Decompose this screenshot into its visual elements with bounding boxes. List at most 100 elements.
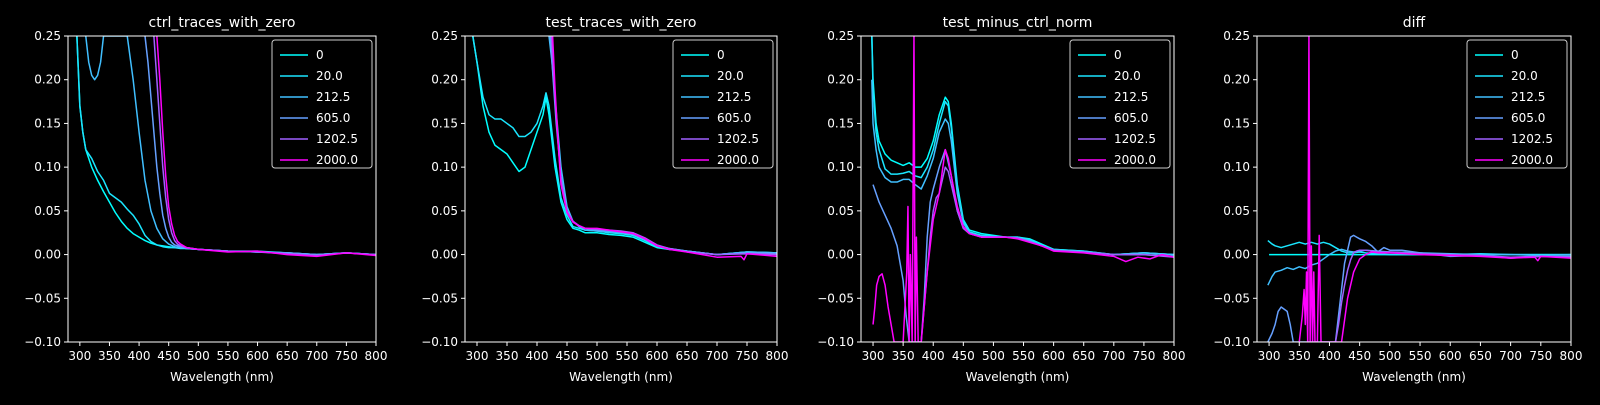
x-tick-label: 350 bbox=[1288, 349, 1311, 363]
legend-entry: 1202.5 bbox=[316, 132, 358, 146]
chart-title: diff bbox=[1403, 15, 1426, 31]
axes-frame bbox=[860, 35, 1175, 343]
y-tick-label: −0.10 bbox=[1213, 335, 1250, 349]
x-axis-label: Wavelength (nm) bbox=[170, 370, 274, 384]
y-tick-label: 0.05 bbox=[431, 204, 458, 218]
x-tick-label: 600 bbox=[1042, 349, 1065, 363]
series-line-1202-5 bbox=[1334, 249, 1571, 342]
y-tick-label: 0.05 bbox=[827, 204, 854, 218]
legend-entry: 2000.0 bbox=[316, 153, 358, 167]
x-tick-label: 800 bbox=[365, 349, 388, 363]
series-line-20-0 bbox=[871, 36, 1174, 256]
x-tick-label: 450 bbox=[157, 349, 180, 363]
x-tick-label: 350 bbox=[892, 349, 915, 363]
x-tick-label: 350 bbox=[496, 349, 519, 363]
legend-entry: 0 bbox=[1114, 48, 1122, 62]
y-tick-label: −0.10 bbox=[421, 335, 458, 349]
y-tick-label: 0.25 bbox=[827, 29, 854, 43]
legend-entry: 20.0 bbox=[717, 69, 744, 83]
x-tick-label: 300 bbox=[862, 349, 885, 363]
chart-title: test_minus_ctrl_norm bbox=[943, 15, 1093, 31]
legend-entry: 0 bbox=[1511, 48, 1519, 62]
x-axis-label: Wavelength (nm) bbox=[1362, 370, 1466, 384]
x-tick-label: 450 bbox=[952, 349, 975, 363]
y-tick-label: 0.20 bbox=[34, 73, 61, 87]
x-tick-label: 300 bbox=[68, 349, 91, 363]
x-tick-label: 800 bbox=[766, 349, 789, 363]
x-tick-label: 550 bbox=[616, 349, 639, 363]
axes-frame bbox=[464, 35, 778, 343]
series-group bbox=[472, 36, 777, 261]
legend-entry: 212.5 bbox=[1511, 90, 1545, 104]
x-tick-label: 750 bbox=[1132, 349, 1155, 363]
x-tick-label: 400 bbox=[922, 349, 945, 363]
series-line-0 bbox=[472, 36, 777, 256]
axes-frame bbox=[67, 35, 377, 343]
y-tick-label: 0.00 bbox=[431, 248, 458, 262]
x-tick-label: 750 bbox=[335, 349, 358, 363]
y-tick-label: 0.10 bbox=[431, 160, 458, 174]
y-tick-label: −0.05 bbox=[1213, 291, 1250, 305]
y-tick-label: 0.15 bbox=[431, 116, 458, 130]
legend-entry: 1202.5 bbox=[1511, 132, 1553, 146]
series-line-212-5 bbox=[1267, 248, 1571, 286]
y-tick-label: 0.15 bbox=[34, 116, 61, 130]
y-tick-label: 0.15 bbox=[827, 116, 854, 130]
x-tick-label: 800 bbox=[1560, 349, 1583, 363]
x-tick-label: 600 bbox=[646, 349, 669, 363]
legend-entry: 0 bbox=[717, 48, 725, 62]
series-group bbox=[76, 36, 376, 258]
x-tick-label: 700 bbox=[1499, 349, 1522, 363]
series-line-2000-0 bbox=[156, 36, 376, 258]
y-tick-label: 0.25 bbox=[1223, 29, 1250, 43]
y-tick-label: 0.00 bbox=[34, 248, 61, 262]
y-tick-label: 0.25 bbox=[34, 29, 61, 43]
x-tick-label: 600 bbox=[246, 349, 269, 363]
series-line-2000-0 bbox=[1298, 36, 1571, 342]
x-tick-label: 450 bbox=[1348, 349, 1371, 363]
y-tick-label: 0.05 bbox=[34, 204, 61, 218]
legend-entry: 20.0 bbox=[1114, 69, 1141, 83]
x-tick-label: 500 bbox=[586, 349, 609, 363]
legend-entry: 2000.0 bbox=[1511, 153, 1553, 167]
x-axis-label: Wavelength (nm) bbox=[569, 370, 673, 384]
x-tick-label: 600 bbox=[1439, 349, 1462, 363]
x-tick-label: 400 bbox=[1318, 349, 1341, 363]
series-line-0 bbox=[871, 36, 1174, 256]
x-tick-label: 300 bbox=[1258, 349, 1281, 363]
chart-panel-3: 300 350 400 450 500 550 600 650 700 750 800 −0.10 −0… bbox=[817, 15, 1185, 384]
legend-entry: 2000.0 bbox=[717, 153, 759, 167]
legend-box bbox=[672, 39, 774, 169]
series-line-605-0 bbox=[1267, 234, 1571, 342]
chart-title: ctrl_traces_with_zero bbox=[149, 15, 296, 31]
legend-box bbox=[1466, 39, 1568, 169]
series-line-1202-5 bbox=[920, 166, 1174, 342]
x-tick-label: 700 bbox=[305, 349, 328, 363]
x-tick-label: 750 bbox=[736, 349, 759, 363]
y-tick-label: −0.05 bbox=[421, 291, 458, 305]
x-tick-label: 650 bbox=[1072, 349, 1095, 363]
x-tick-label: 650 bbox=[676, 349, 699, 363]
chart-panel-4: 300 350 400 450 500 550 600 650 700 750 800 −0.10 −0… bbox=[1213, 15, 1582, 384]
legend-entry: 212.5 bbox=[1114, 90, 1148, 104]
legend-box bbox=[271, 39, 373, 169]
legend-entry: 605.0 bbox=[1511, 111, 1545, 125]
legend-entry: 1202.5 bbox=[717, 132, 759, 146]
y-tick-label: 0.10 bbox=[1223, 160, 1250, 174]
series-line-1202-5 bbox=[153, 36, 376, 257]
y-tick-label: 0.10 bbox=[827, 160, 854, 174]
legend: 0 20.0 212.5 605.0 1202.5 2000.0 bbox=[1069, 39, 1171, 169]
x-tick-label: 500 bbox=[187, 349, 210, 363]
axes-frame bbox=[1256, 35, 1572, 343]
y-tick-label: 0.00 bbox=[1223, 248, 1250, 262]
x-tick-label: 500 bbox=[982, 349, 1005, 363]
legend-entry: 212.5 bbox=[717, 90, 751, 104]
y-tick-label: 0.25 bbox=[431, 29, 458, 43]
y-tick-label: −0.10 bbox=[24, 335, 61, 349]
series-group bbox=[1267, 36, 1571, 342]
series-line-2000-0 bbox=[872, 36, 1174, 342]
y-tick-label: 0.20 bbox=[827, 73, 854, 87]
series-group bbox=[871, 36, 1174, 342]
legend-entry: 0 bbox=[316, 48, 324, 62]
